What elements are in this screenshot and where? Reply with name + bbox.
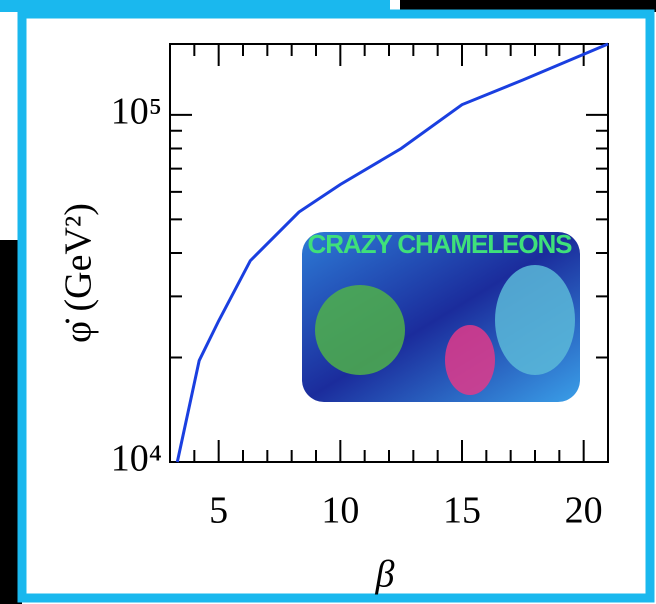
- x-tick-label: 15: [443, 490, 481, 532]
- picture: CRAZY CHAMELEONS: [302, 229, 580, 402]
- dark-strip: [0, 240, 22, 604]
- y-tick-label: 10⁴: [111, 438, 162, 480]
- y-tick-label: 10⁵: [111, 91, 162, 133]
- picture-shape: [445, 325, 495, 395]
- frame-strip: [0, 0, 390, 12]
- picture-shape: [495, 265, 575, 375]
- x-axis-label: β: [375, 554, 395, 596]
- picture-caption: CRAZY CHAMELEONS: [308, 229, 573, 259]
- x-tick-label: 10: [321, 490, 359, 532]
- picture-shape: [315, 285, 405, 375]
- x-tick-label: 20: [565, 490, 603, 532]
- curve: [175, 42, 609, 463]
- x-tick-label: 5: [209, 490, 228, 532]
- y-axis-label: φ̇ (GeV²): [58, 203, 100, 343]
- dark-strip: [400, 0, 656, 12]
